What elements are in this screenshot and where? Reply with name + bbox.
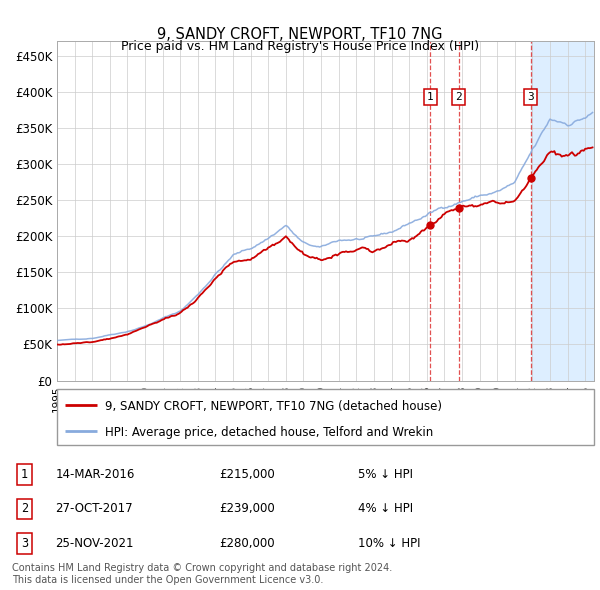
Text: 9, SANDY CROFT, NEWPORT, TF10 7NG (detached house): 9, SANDY CROFT, NEWPORT, TF10 7NG (detac… bbox=[106, 399, 442, 413]
Text: Contains HM Land Registry data © Crown copyright and database right 2024.: Contains HM Land Registry data © Crown c… bbox=[12, 563, 392, 573]
Bar bbox=[530, 41, 600, 381]
Text: 3: 3 bbox=[21, 537, 28, 550]
Text: 1: 1 bbox=[427, 92, 434, 102]
Text: 25-NOV-2021: 25-NOV-2021 bbox=[55, 537, 134, 550]
Text: 9, SANDY CROFT, NEWPORT, TF10 7NG: 9, SANDY CROFT, NEWPORT, TF10 7NG bbox=[157, 27, 443, 41]
Text: 14-MAR-2016: 14-MAR-2016 bbox=[55, 468, 134, 481]
Text: £280,000: £280,000 bbox=[220, 537, 275, 550]
FancyBboxPatch shape bbox=[57, 389, 594, 445]
Text: 1: 1 bbox=[21, 468, 28, 481]
Text: 2: 2 bbox=[21, 502, 28, 516]
Text: 27-OCT-2017: 27-OCT-2017 bbox=[55, 502, 133, 516]
Text: 4% ↓ HPI: 4% ↓ HPI bbox=[358, 502, 413, 516]
Text: 10% ↓ HPI: 10% ↓ HPI bbox=[358, 537, 420, 550]
Text: 5% ↓ HPI: 5% ↓ HPI bbox=[358, 468, 413, 481]
Text: HPI: Average price, detached house, Telford and Wrekin: HPI: Average price, detached house, Telf… bbox=[106, 426, 434, 439]
Text: 2: 2 bbox=[455, 92, 462, 102]
Text: 3: 3 bbox=[527, 92, 534, 102]
Text: £215,000: £215,000 bbox=[220, 468, 275, 481]
Text: This data is licensed under the Open Government Licence v3.0.: This data is licensed under the Open Gov… bbox=[12, 575, 323, 585]
Text: Price paid vs. HM Land Registry's House Price Index (HPI): Price paid vs. HM Land Registry's House … bbox=[121, 40, 479, 53]
Text: £239,000: £239,000 bbox=[220, 502, 275, 516]
